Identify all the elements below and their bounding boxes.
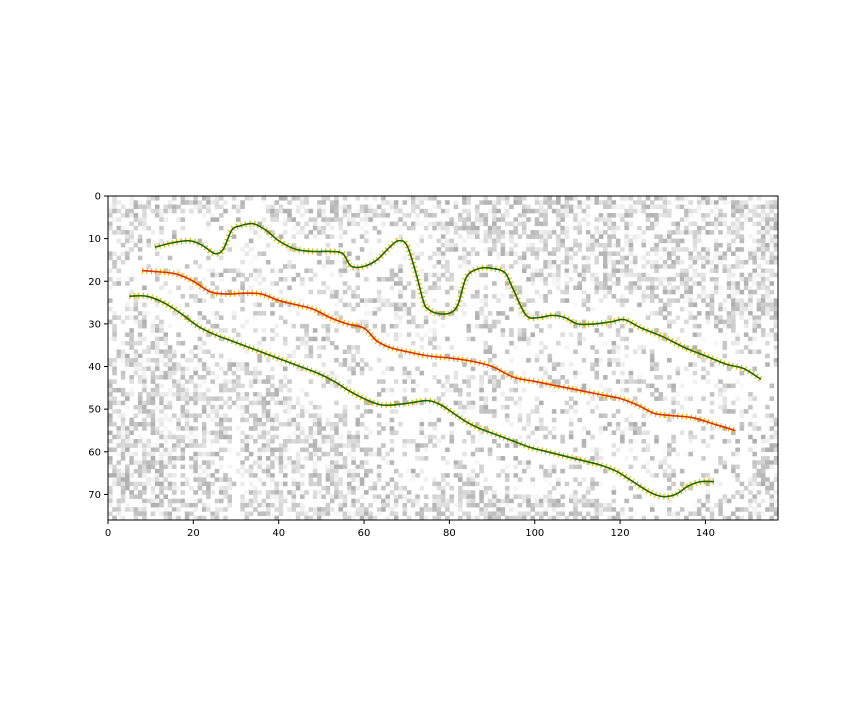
x-tick-label: 120 — [611, 528, 630, 539]
y-tick-label: 60 — [88, 447, 101, 458]
series-layer — [129, 220, 763, 500]
y-tick-label: 50 — [88, 405, 101, 416]
x-tick-label: 140 — [696, 528, 715, 539]
series-3-line — [129, 294, 715, 498]
x-axis: 0 20 40 60 80 100 120 140 — [105, 520, 715, 539]
y-tick-label: 20 — [88, 277, 101, 288]
y-tick-label: 40 — [88, 362, 101, 373]
y-tick-label: 70 — [88, 490, 101, 501]
x-tick-label: 40 — [272, 528, 285, 539]
x-tick-label: 0 — [105, 528, 111, 539]
x-tick-label: 80 — [443, 528, 456, 539]
x-tick-label: 60 — [358, 528, 371, 539]
x-tick-label: 20 — [187, 528, 200, 539]
y-tick-label: 10 — [88, 234, 101, 245]
x-tick-label: 100 — [525, 528, 544, 539]
y-tick-label: 30 — [88, 319, 101, 330]
y-tick-label: 0 — [95, 192, 101, 203]
plot-frame — [107, 195, 779, 521]
y-axis: 0 10 20 30 40 50 60 70 — [88, 192, 108, 501]
